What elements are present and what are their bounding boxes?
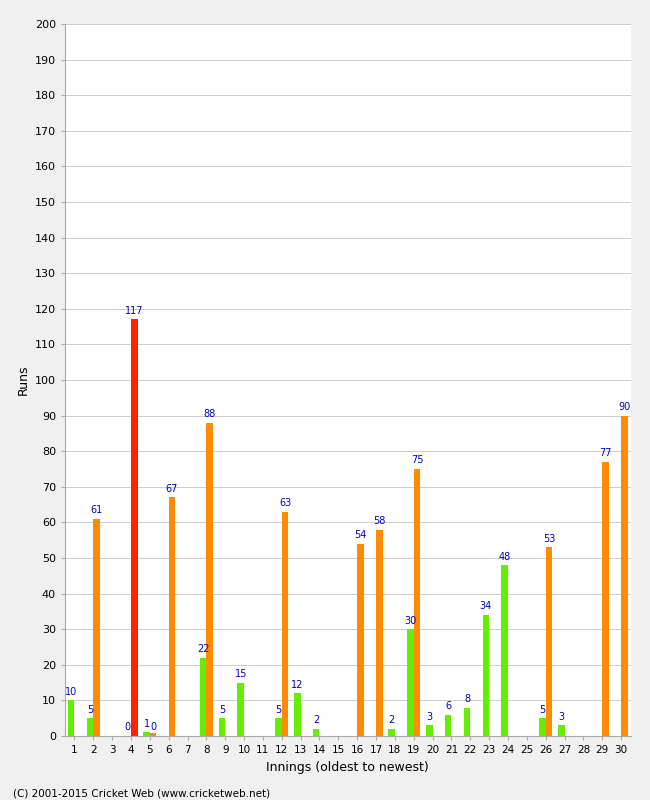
Bar <box>143 733 150 736</box>
Bar <box>358 544 364 736</box>
Text: 3: 3 <box>426 712 432 722</box>
Text: 77: 77 <box>599 448 612 458</box>
Text: 30: 30 <box>404 616 417 626</box>
Bar <box>86 718 94 736</box>
Text: 67: 67 <box>166 484 178 494</box>
Bar <box>482 615 489 736</box>
Bar <box>376 530 383 736</box>
Bar <box>68 701 74 736</box>
Bar <box>207 422 213 736</box>
Bar <box>218 718 225 736</box>
Text: 58: 58 <box>373 516 385 526</box>
Text: 22: 22 <box>197 644 209 654</box>
Text: 117: 117 <box>125 306 144 316</box>
Text: 1: 1 <box>144 719 150 729</box>
Text: 15: 15 <box>235 669 247 679</box>
Bar <box>294 694 300 736</box>
Text: 34: 34 <box>480 602 492 611</box>
Text: 88: 88 <box>203 409 216 419</box>
Text: 12: 12 <box>291 680 304 690</box>
Text: (C) 2001-2015 Cricket Web (www.cricketweb.net): (C) 2001-2015 Cricket Web (www.cricketwe… <box>13 788 270 798</box>
Text: 5: 5 <box>276 705 281 714</box>
Text: 6: 6 <box>445 701 451 711</box>
Bar <box>558 726 565 736</box>
Text: 5: 5 <box>87 705 93 714</box>
Bar <box>131 319 138 736</box>
Bar <box>501 565 508 736</box>
Bar <box>237 682 244 736</box>
Bar <box>603 462 609 736</box>
Bar <box>463 707 471 736</box>
Bar <box>275 718 281 736</box>
Text: 2: 2 <box>389 715 395 726</box>
Text: 3: 3 <box>558 712 564 722</box>
Bar <box>169 498 176 736</box>
Bar <box>94 519 100 736</box>
Bar <box>426 726 433 736</box>
Text: 53: 53 <box>543 534 555 544</box>
Bar <box>313 729 319 736</box>
Bar <box>407 630 414 736</box>
Bar <box>200 658 207 736</box>
Text: 8: 8 <box>464 694 470 704</box>
Text: 61: 61 <box>90 506 103 515</box>
Text: 90: 90 <box>618 402 630 412</box>
Bar <box>546 547 552 736</box>
Text: 54: 54 <box>354 530 367 540</box>
Text: 75: 75 <box>411 455 423 466</box>
Text: 10: 10 <box>65 687 77 697</box>
Bar <box>414 469 421 736</box>
Text: 5: 5 <box>540 705 545 714</box>
Bar <box>621 416 628 736</box>
Bar <box>445 714 451 736</box>
Bar <box>282 512 289 736</box>
X-axis label: Innings (oldest to newest): Innings (oldest to newest) <box>266 761 429 774</box>
Y-axis label: Runs: Runs <box>16 365 29 395</box>
Text: 5: 5 <box>219 705 225 714</box>
Bar <box>150 733 157 736</box>
Text: 0: 0 <box>150 722 156 733</box>
Text: 2: 2 <box>313 715 319 726</box>
Bar <box>539 718 546 736</box>
Bar <box>388 729 395 736</box>
Text: 63: 63 <box>279 498 291 508</box>
Text: 0: 0 <box>125 722 131 733</box>
Text: 48: 48 <box>499 551 511 562</box>
